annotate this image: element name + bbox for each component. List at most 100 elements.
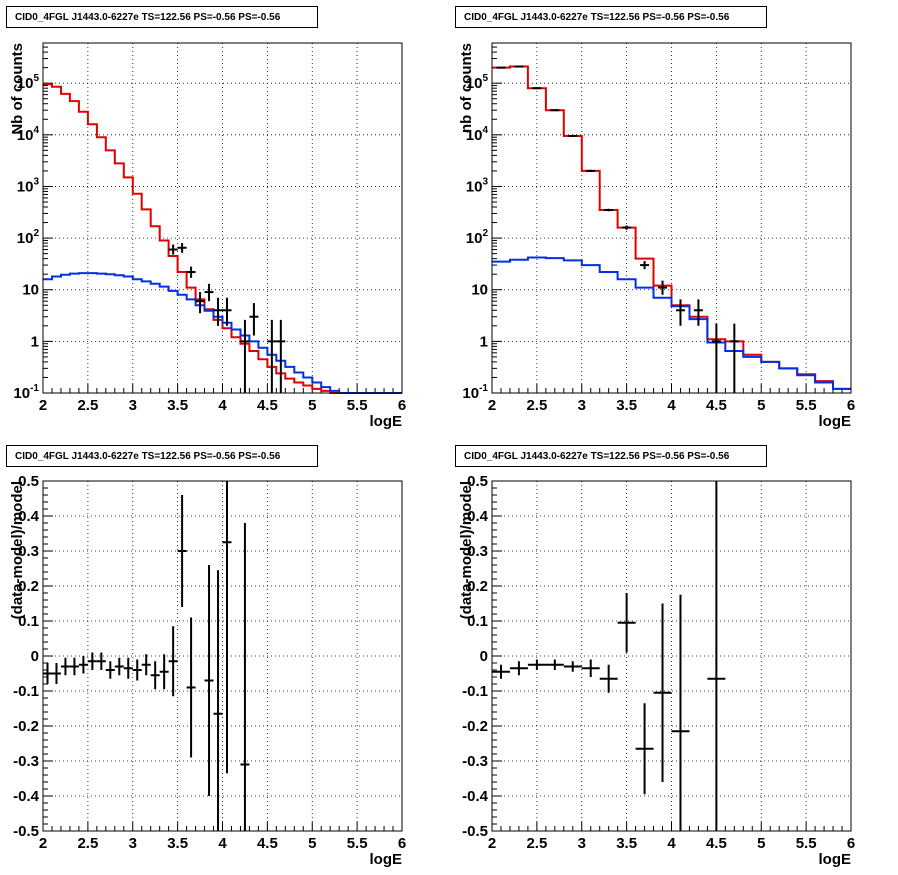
x-tick-label: 5.5: [347, 835, 368, 852]
data-point: [653, 603, 672, 782]
x-tick-label: 4: [218, 397, 227, 414]
panel-title: CID0_4FGL J1443.0-6227e TS=122.56 PS=-0.…: [455, 6, 767, 28]
data-point: [532, 87, 542, 90]
x-tick-label: 2: [39, 397, 47, 414]
plot-frame: [42, 480, 403, 832]
data-point: [249, 303, 259, 336]
data-point: [87, 652, 97, 670]
y-tick-label: -0.4: [462, 788, 489, 805]
y-tick-label: 0.4: [18, 508, 40, 525]
x-tick-label: 6: [398, 397, 406, 414]
y-tick-label: 105: [466, 73, 489, 92]
y-tick-label: 0.3: [467, 543, 488, 560]
x-tick-label: 5.5: [347, 397, 368, 414]
y-tick-label: 0.1: [18, 613, 39, 630]
y-tick-label: 102: [17, 228, 40, 247]
y-tick-label: 0.5: [467, 473, 488, 490]
y-tick-label: -0.1: [13, 683, 39, 700]
chart-panel: 2 2.5 3 3.5 4 4.5 5 5.5 6 -0.5 -0.4 -0.3 -0.2 -0.1 0 0.…: [9, 473, 406, 868]
plot-frame: [491, 480, 852, 832]
data-point: [509, 661, 528, 676]
data-point: [640, 261, 650, 270]
y-tick-label: -0.5: [462, 823, 488, 840]
x-tick-label: 2.5: [77, 835, 98, 852]
y-tick-label: -0.4: [13, 788, 40, 805]
data-point: [240, 523, 250, 831]
x-tick-label: 5: [308, 397, 316, 414]
y-tick-label: 0.2: [467, 578, 488, 595]
data-point: [635, 703, 654, 795]
plot-frame: [491, 42, 852, 394]
x-tick-label: 2: [488, 835, 496, 852]
x-tick-label: 2.5: [77, 397, 98, 414]
data-point: [545, 659, 564, 670]
x-tick-label: 6: [847, 835, 855, 852]
data-point: [105, 661, 115, 679]
plot-frame: [42, 42, 403, 394]
data-point: [711, 323, 721, 393]
y-tick-label: 102: [466, 228, 489, 247]
data-point: [213, 570, 223, 831]
data-point: [527, 659, 546, 670]
chart-panel: 2 2.5 3 3.5 4 4.5 5 5.5 6 10-1 1 10 102 103 104 105 logE…: [458, 42, 855, 430]
y-tick-label: 0.1: [467, 613, 488, 630]
data-point: [168, 244, 178, 255]
x-tick-label: 5: [308, 835, 316, 852]
chart-panel: 2 2.5 3 3.5 4 4.5 5 5.5 6 10-1 1 10 102 103 104 105 logE…: [9, 42, 406, 430]
data-point: [693, 299, 703, 326]
y-tick-label: 0: [31, 648, 39, 665]
data-point: [186, 617, 196, 758]
x-tick-label: 4.5: [706, 835, 727, 852]
x-tick-label: 5: [757, 397, 765, 414]
data-point: [96, 652, 106, 670]
x-tick-label: 4: [218, 835, 227, 852]
y-axis-title: (data-model)/model: [9, 481, 26, 619]
data-point: [168, 626, 178, 697]
data-point: [69, 657, 79, 676]
y-tick-label: -0.3: [13, 753, 39, 770]
data-point: [195, 292, 205, 314]
data-point: [51, 663, 61, 684]
data-point: [159, 654, 169, 690]
data-point: [276, 319, 286, 393]
x-tick-label: 2: [39, 835, 47, 852]
y-axis-title: nb of counts: [458, 43, 475, 133]
x-tick-label: 3: [578, 835, 586, 852]
x-axis-title: logE: [370, 851, 403, 868]
x-tick-label: 2.5: [526, 397, 547, 414]
data-point: [267, 319, 277, 393]
panel-title: CID0_4FGL J1443.0-6227e TS=122.56 PS=-0.…: [455, 445, 767, 467]
y-tick-label: 1: [480, 333, 488, 350]
data-point: [114, 657, 124, 676]
data-point: [222, 481, 232, 774]
data-point: [60, 657, 70, 676]
x-tick-label: 5.5: [796, 397, 817, 414]
model-source-line: [43, 272, 402, 394]
y-tick-label: 10-1: [13, 383, 39, 402]
y-tick-label: 1: [31, 333, 39, 350]
data-point: [671, 594, 690, 831]
x-tick-label: 6: [398, 835, 406, 852]
data-point: [177, 243, 187, 253]
data-point: [204, 565, 214, 796]
y-tick-label: -0.2: [462, 718, 488, 735]
x-tick-label: 4: [667, 397, 676, 414]
x-tick-label: 4: [667, 835, 676, 852]
x-tick-label: 5: [757, 835, 765, 852]
data-point: [492, 664, 510, 679]
data-point: [563, 661, 582, 672]
data-point: [622, 225, 632, 230]
y-tick-label: 104: [17, 125, 40, 144]
data-point: [141, 654, 151, 676]
y-tick-label: 105: [17, 73, 40, 92]
data-point: [496, 66, 506, 69]
y-tick-label: 0.5: [18, 473, 39, 490]
data-point: [658, 280, 668, 295]
data-point: [581, 659, 600, 677]
x-axis-title: logE: [819, 851, 852, 868]
x-tick-label: 3: [129, 835, 137, 852]
data-point: [604, 208, 614, 212]
x-tick-label: 5.5: [796, 835, 817, 852]
panel-title: CID0_4FGL J1443.0-6227e TS=122.56 PS=-0.…: [6, 445, 318, 467]
